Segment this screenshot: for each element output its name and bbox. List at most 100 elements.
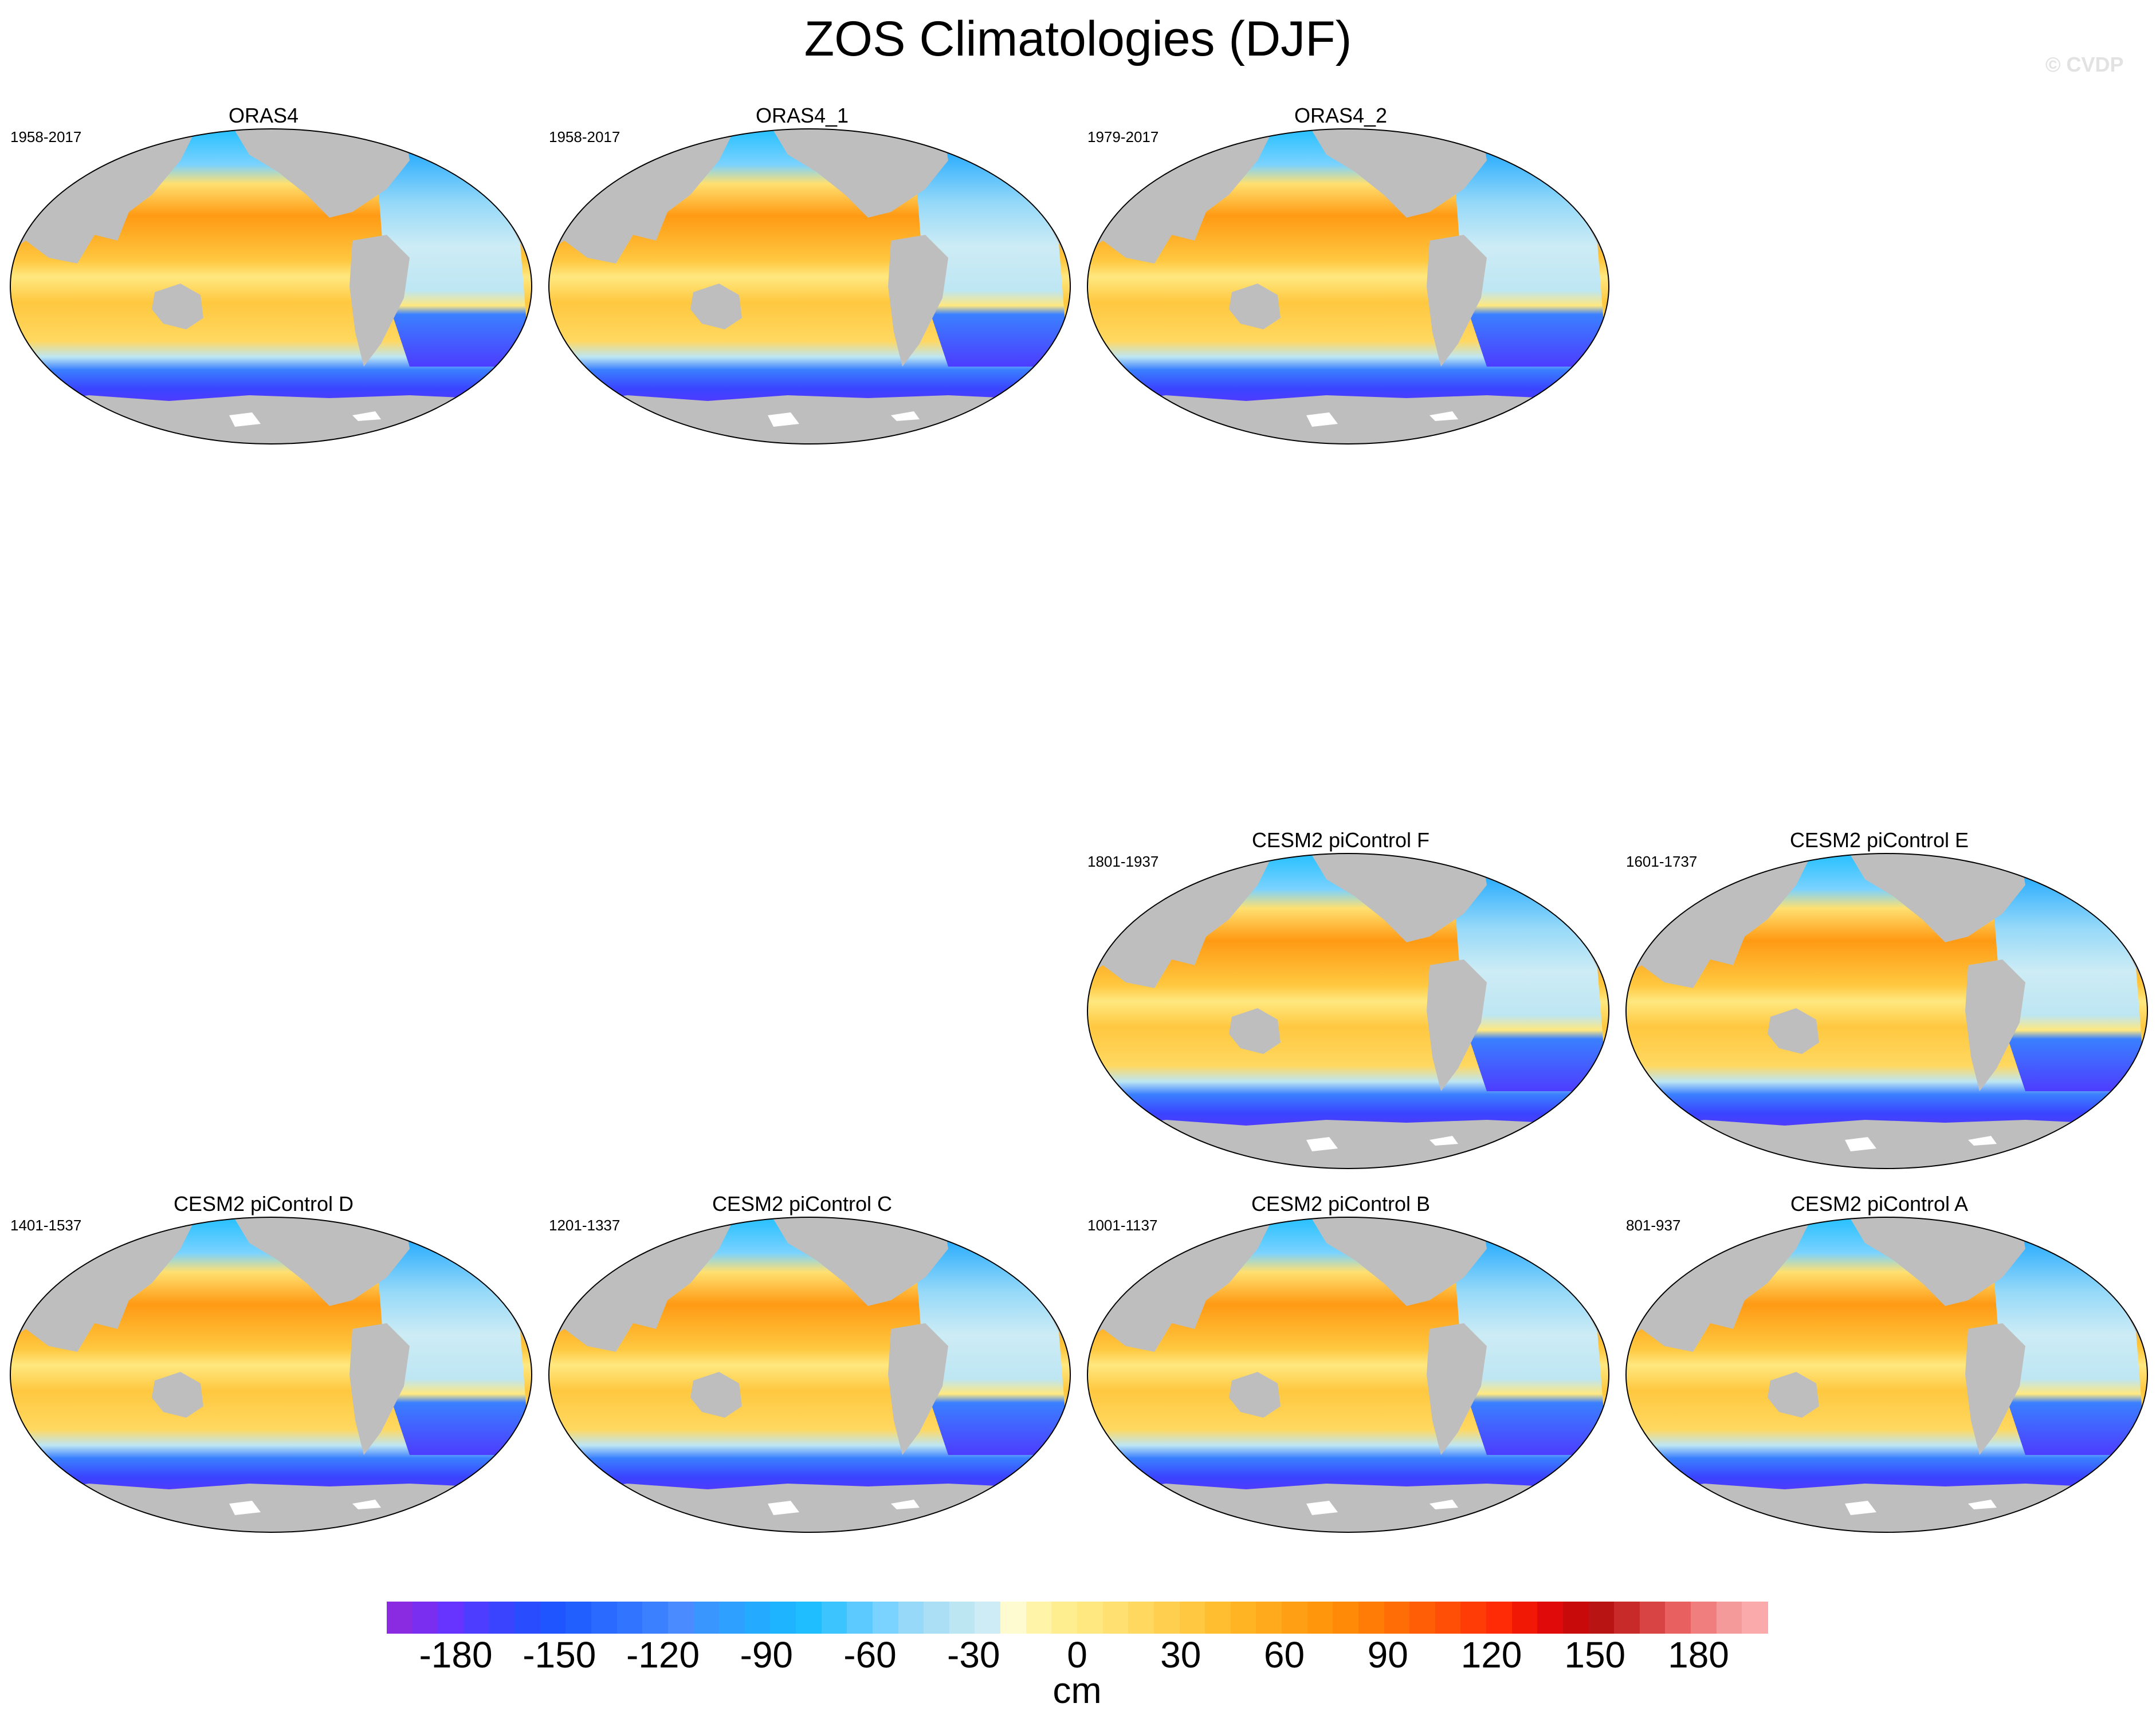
colorbar-cell (1205, 1602, 1231, 1634)
colorbar-cell (438, 1602, 464, 1634)
world-map (9, 1214, 536, 1535)
panel-title: CESM2 piControl C (712, 1192, 893, 1216)
panel-years: 1958-2017 (549, 128, 621, 145)
colorbar-tick-label: 120 (1460, 1634, 1522, 1675)
world-map (1086, 126, 1613, 447)
panel-years: 1958-2017 (10, 128, 82, 145)
colorbar-cell (872, 1602, 899, 1634)
colorbar-cell (821, 1602, 847, 1634)
colorbar-cell (1333, 1602, 1359, 1634)
colorbar-tick-label: 60 (1263, 1634, 1305, 1675)
colorbar-cell (1511, 1602, 1538, 1634)
colorbar-cell (565, 1602, 592, 1634)
colorbar-cell (1409, 1602, 1436, 1634)
colorbar-cell (1230, 1602, 1256, 1634)
figure-title: ZOS Climatologies (DJF) (804, 11, 1352, 66)
colorbar-tick-label: -120 (626, 1634, 700, 1675)
colorbar-cell (1179, 1602, 1205, 1634)
panel-years: 801-937 (1626, 1217, 1681, 1234)
colorbar-tick-label: 0 (1067, 1634, 1087, 1675)
map-panel-cesm2-c: CESM2 piControl C 1201-1337 (539, 1191, 1066, 1535)
world-map (547, 1214, 1074, 1535)
colorbar-cell (540, 1602, 566, 1634)
world-map (1086, 1214, 1613, 1535)
panel-title: CESM2 piControl D (173, 1192, 354, 1216)
colorbar-cell (1128, 1602, 1154, 1634)
colorbar-tick-label: -30 (947, 1634, 1000, 1675)
colorbar-cell (949, 1602, 976, 1634)
colorbar-cell (1384, 1602, 1410, 1634)
colorbar-cell (1000, 1602, 1027, 1634)
world-map (1624, 1214, 2151, 1535)
world-map (1624, 851, 2151, 1171)
colorbar-cell (1562, 1602, 1589, 1634)
colorbar-cell (1486, 1602, 1513, 1634)
colorbar-tick-label: 90 (1367, 1634, 1408, 1675)
colorbar-cell (463, 1602, 490, 1634)
colorbar-tick-label: 180 (1668, 1634, 1729, 1675)
colorbar-tick-label: -180 (419, 1634, 493, 1675)
panel-title: CESM2 piControl A (1790, 1192, 1969, 1216)
colorbar-tick-label: 30 (1160, 1634, 1201, 1675)
colorbar-cell (744, 1602, 771, 1634)
panel-title: ORAS4_2 (1294, 104, 1388, 127)
panel-years: 1401-1537 (10, 1217, 82, 1234)
colorbar-cell (1716, 1602, 1742, 1634)
panel-years: 1001-1137 (1087, 1217, 1158, 1234)
panel-title: ORAS4 (228, 104, 299, 127)
panel-years: 1979-2017 (1087, 128, 1159, 145)
colorbar-cell (1026, 1602, 1052, 1634)
colorbar-cell (1358, 1602, 1385, 1634)
colorbar-cell (1077, 1602, 1103, 1634)
map-panel-oras4-1: ORAS4_1 1958-2017 (539, 103, 1066, 447)
colorbar-tick-label: -90 (740, 1634, 794, 1675)
map-panel-cesm2-a: CESM2 piControl A 801-937 (1616, 1191, 2143, 1535)
panel-title: CESM2 piControl F (1251, 828, 1430, 852)
colorbar-cell (1639, 1602, 1666, 1634)
colorbar-cell (667, 1602, 694, 1634)
map-panel-cesm2-f: CESM2 piControl F 1801-1937 (1077, 828, 1604, 1171)
panel-years: 1201-1337 (549, 1217, 621, 1234)
colorbar-cell (1742, 1602, 1768, 1634)
colorbar-cell (515, 1602, 541, 1634)
colorbar-cell (387, 1602, 413, 1634)
colorbar-cell (975, 1602, 1001, 1634)
map-panel-oras4: ORAS4 1958-2017 (0, 103, 527, 447)
map-panel-cesm2-b: CESM2 piControl B 1001-1137 (1077, 1191, 1604, 1535)
colorbar-cell (1691, 1602, 1717, 1634)
colorbar-cell (1665, 1602, 1691, 1634)
colorbar-cell (1051, 1602, 1078, 1634)
colorbar-units: cm (1053, 1670, 1102, 1711)
world-map (547, 126, 1074, 447)
colorbar-cell (693, 1602, 720, 1634)
map-panel-oras4-2: ORAS4_2 1979-2017 (1077, 103, 1604, 447)
colorbar-cell (847, 1602, 873, 1634)
colorbar-cells (387, 1602, 1768, 1634)
colorbar-tick-label: 150 (1564, 1634, 1626, 1675)
panel-title: ORAS4_1 (755, 104, 849, 127)
world-map (1086, 851, 1613, 1171)
colorbar-cell (1614, 1602, 1640, 1634)
colorbar-cell (719, 1602, 745, 1634)
panel-years: 1601-1737 (1626, 853, 1698, 870)
colorbar-cell (616, 1602, 643, 1634)
credit-label: © CVDP (2045, 53, 2124, 76)
colorbar: -180 -150 -120 -90 -60 -30 0 30 60 90 120 150 180 cm (378, 1590, 1776, 1710)
colorbar-cell (591, 1602, 618, 1634)
colorbar-cell (898, 1602, 924, 1634)
colorbar-tick-label: -150 (523, 1634, 596, 1675)
colorbar-cell (1282, 1602, 1308, 1634)
panel-title: CESM2 piControl B (1251, 1192, 1431, 1216)
panel-years: 1801-1937 (1087, 853, 1159, 870)
colorbar-cell (1588, 1602, 1615, 1634)
colorbar-cell (796, 1602, 822, 1634)
colorbar-cell (1153, 1602, 1180, 1634)
colorbar-cell (770, 1602, 796, 1634)
colorbar-cell (642, 1602, 669, 1634)
colorbar-cell (1460, 1602, 1487, 1634)
panel-title: CESM2 piControl E (1789, 828, 1969, 852)
colorbar-cell (1102, 1602, 1129, 1634)
colorbar-cell (924, 1602, 950, 1634)
world-map (9, 126, 536, 447)
colorbar-cell (1307, 1602, 1333, 1634)
